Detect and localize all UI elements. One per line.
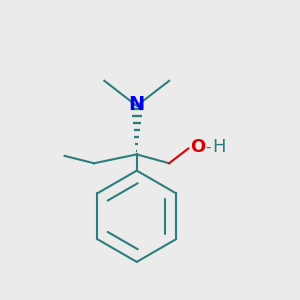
Text: O: O	[190, 138, 205, 156]
Text: H: H	[213, 138, 226, 156]
Text: N: N	[129, 95, 145, 114]
Text: -: -	[206, 140, 211, 154]
